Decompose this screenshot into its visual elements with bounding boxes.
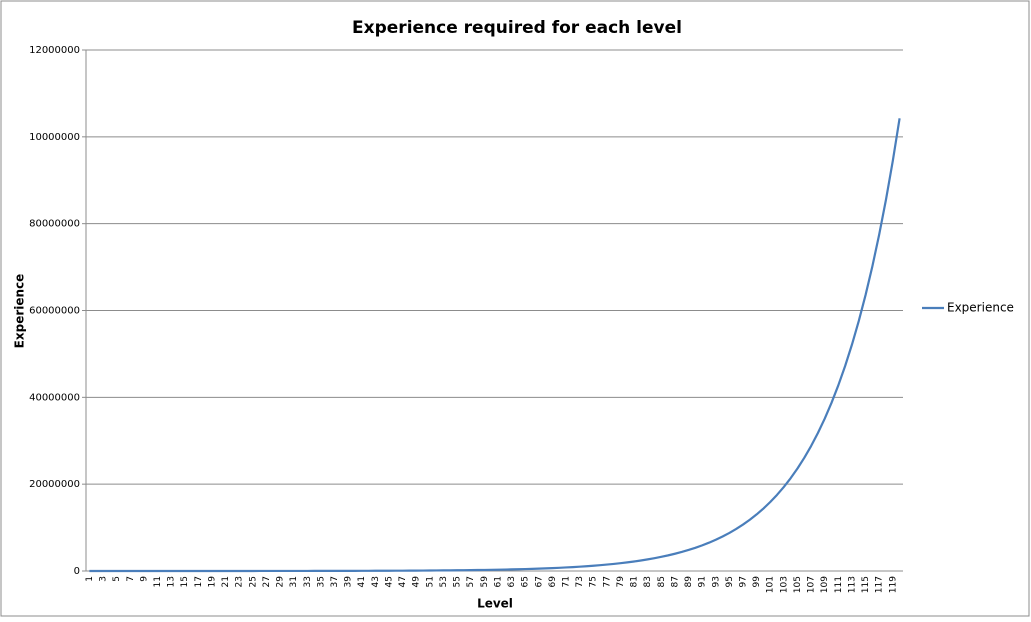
x-tick-label: 13 [167,576,177,587]
x-tick-label: 103 [779,576,789,593]
y-axis-title: Experience [13,274,27,349]
x-tick-label: 97 [739,576,749,587]
x-tick-label: 37 [330,576,340,587]
x-tick-label: 29 [276,576,286,588]
chart-title: Experience required for each level [352,18,682,38]
x-tick-label: 105 [793,576,803,593]
x-tick-label: 35 [316,576,326,587]
x-tick-label: 111 [834,576,844,593]
x-tick-label: 39 [344,576,354,588]
x-tick-label: 33 [303,576,313,587]
x-tick-label: 67 [534,576,544,587]
x-tick-label: 1 [85,576,95,582]
x-tick-label: 51 [425,576,435,587]
x-tick-label: 27 [262,576,272,587]
x-tick-label: 119 [888,576,898,593]
x-tick-label: 95 [725,576,735,587]
y-tick-label: 40000000 [29,392,80,403]
x-tick-label: 85 [657,576,667,587]
x-tick-label: 45 [384,576,394,587]
x-tick-label: 25 [248,576,258,587]
x-tick-label: 47 [398,576,408,587]
x-tick-label: 59 [480,576,490,588]
x-tick-label: 57 [466,576,476,587]
x-tick-label: 61 [493,576,503,587]
legend-label: Experience [947,301,1014,315]
x-tick-label: 41 [357,576,367,587]
x-tick-label: 115 [861,576,871,593]
y-tick-label: 12000000 [29,45,80,56]
x-tick-label: 77 [602,576,612,587]
data-line [89,118,901,573]
x-tick-label: 109 [820,576,830,593]
x-tick-label: 81 [630,576,640,587]
x-tick-label: 23 [235,576,245,587]
x-tick-label: 91 [698,576,708,587]
x-axis-title: Level [477,597,513,611]
x-tick-label: 9 [139,576,149,582]
x-tick-label: 117 [875,576,885,593]
x-tick-label: 49 [412,576,422,588]
x-tick-label: 7 [126,576,136,582]
x-tick-label: 15 [180,576,190,587]
x-tick-label: 87 [670,576,680,587]
x-tick-label: 107 [807,576,817,593]
y-tick-label: 0 [74,566,80,577]
x-tick-label: 75 [589,576,599,587]
x-tick-label: 69 [548,576,558,588]
x-tick-label: 93 [711,576,721,587]
x-tick-label: 5 [112,576,122,582]
x-tick-label: 71 [561,576,571,587]
y-tick-label: 20000000 [29,479,80,490]
x-tick-label: 99 [752,576,762,588]
x-tick-label: 113 [847,576,857,593]
x-tick-label: 53 [439,576,449,587]
x-tick-label: 63 [507,576,517,587]
x-tick-label: 3 [99,576,109,582]
x-tick-label: 101 [766,576,776,593]
x-tick-label: 19 [207,576,217,588]
x-tick-label: 55 [453,576,463,587]
x-tick-label: 83 [643,576,653,587]
y-tick-label: 10000000 [29,132,80,143]
x-tick-label: 31 [289,576,299,587]
x-tick-label: 21 [221,576,231,587]
x-tick-label: 11 [153,576,163,587]
x-tick-label: 73 [575,576,585,587]
x-tick-label: 65 [521,576,531,587]
x-tick-label: 17 [194,576,204,587]
x-tick-label: 79 [616,576,626,588]
x-tick-label: 89 [684,576,694,588]
y-tick-label: 80000000 [29,219,80,230]
x-tick-label: 43 [371,576,381,587]
y-tick-label: 60000000 [29,306,80,317]
